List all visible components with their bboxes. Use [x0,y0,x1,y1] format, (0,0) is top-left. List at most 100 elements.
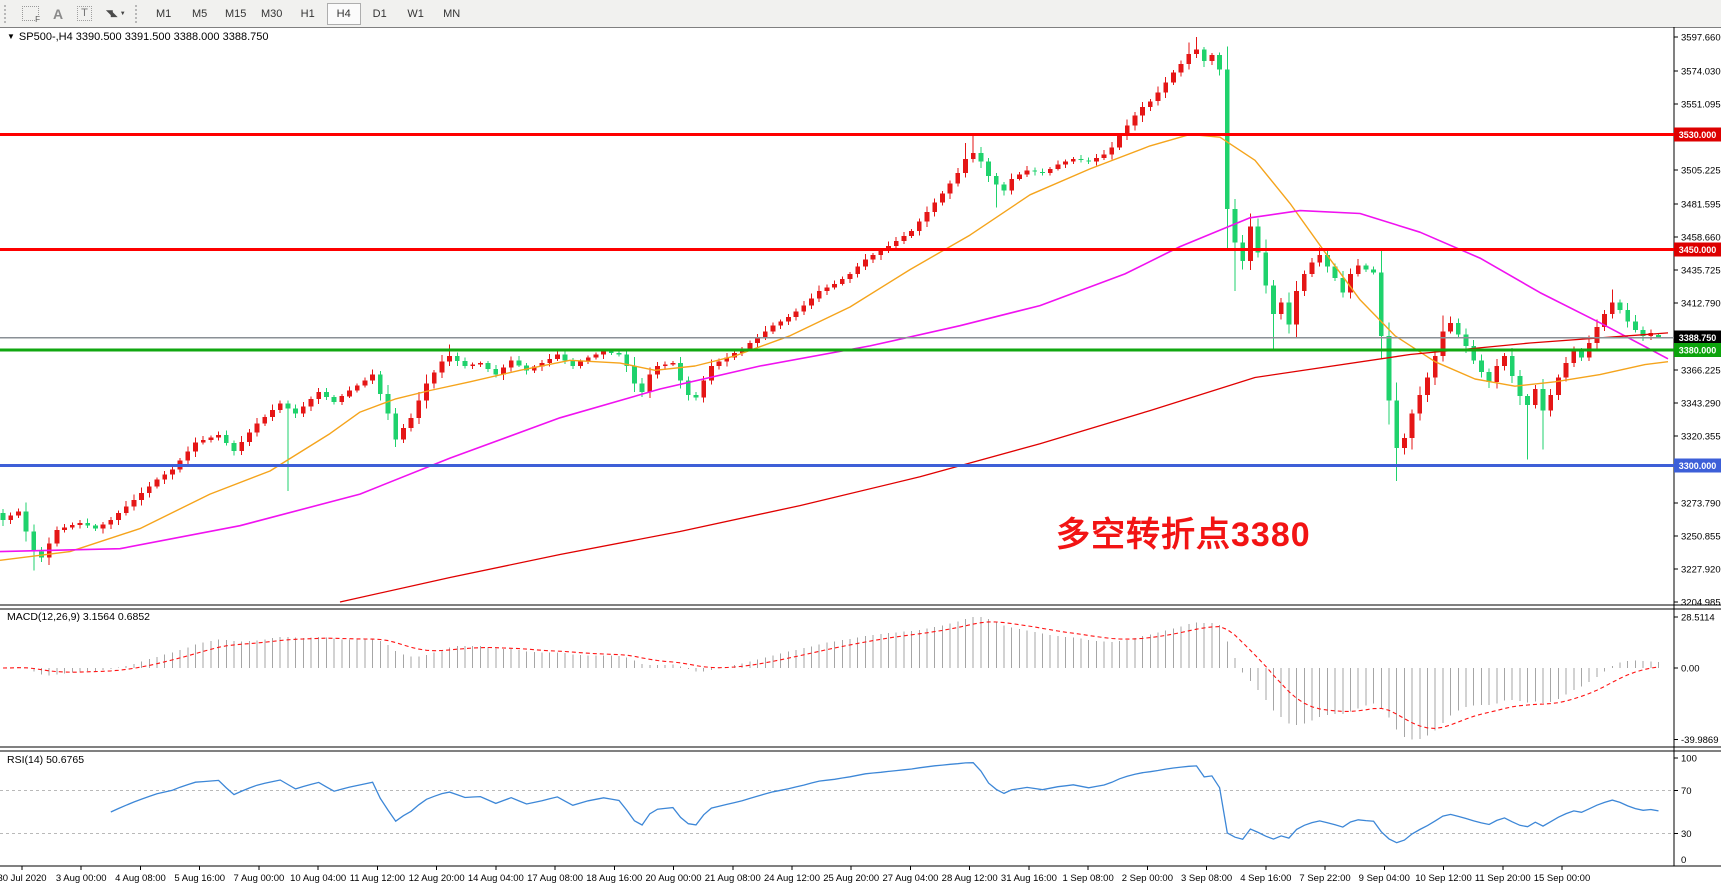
time-axis-label[interactable]: 11 Sep 20:00 [1475,873,1531,884]
candle [347,386,352,399]
candle [370,369,375,384]
text-box-button[interactable]: T [70,3,99,25]
time-axis-label[interactable]: 14 Aug 04:00 [468,873,524,884]
price-badge-label: 3450.000 [1679,245,1717,255]
macd-axis-label: 28.5114 [1681,613,1715,624]
timeframe-button-m30[interactable]: M30 [260,7,283,20]
candle [170,465,175,480]
candle [909,228,914,239]
candle [1040,168,1045,176]
candle [123,501,129,516]
candle [901,231,907,245]
candle [108,517,114,530]
symbol-ohlc-text: SP500-,H4 3390.500 3391.500 3388.000 338… [18,31,269,43]
candle [1063,159,1068,168]
candle [531,364,537,374]
time-axis-label[interactable]: 18 Aug 16:00 [586,873,642,884]
time-axis-label[interactable]: 25 Aug 20:00 [823,873,879,884]
rsi-indicator-label: RSI(14) 50.6765 [7,754,85,766]
candle [824,284,830,296]
candle [1556,374,1561,400]
time-axis-label[interactable]: 4 Aug 08:00 [115,873,166,884]
candle [0,508,6,526]
time-axis-label[interactable]: 5 Aug 16:00 [174,873,225,884]
timeframe-button-h1[interactable]: H1 [300,7,315,20]
candle [516,355,522,368]
time-axis-label[interactable]: 27 Aug 04:00 [882,873,938,884]
time-axis-label[interactable]: 12 Aug 20:00 [409,873,465,884]
candle [678,356,683,389]
candle [200,435,206,445]
candle [1109,141,1115,160]
timeframe-button-m15[interactable]: M15 [224,7,247,20]
time-axis-label[interactable]: 30 Jul 2020 [0,873,47,884]
time-axis-label[interactable]: 11 Aug 12:00 [350,873,405,884]
candle [1194,37,1199,59]
time-axis-label[interactable]: 21 Aug 08:00 [705,873,761,884]
time-axis-label[interactable]: 1 Sep 08:00 [1063,873,1114,884]
drawing-tools-button[interactable]: ◥◣ ▼ [99,3,133,25]
time-axis-label[interactable]: 28 Aug 12:00 [942,873,998,884]
candle [154,477,160,489]
grid-icon: F [22,6,40,24]
toolbar-grip[interactable] [134,4,142,23]
text-label-button[interactable]: A [46,3,70,25]
timeframe-button-m1[interactable]: M1 [156,7,172,20]
candle [462,357,468,369]
candle [100,522,106,534]
candle [293,404,298,418]
time-axis-label[interactable]: 10 Sep 12:00 [1415,873,1472,884]
time-axis-label[interactable]: 2 Sep 00:00 [1122,873,1173,884]
candle [316,388,322,405]
timeframe-button-m5[interactable]: M5 [192,7,208,20]
macd-axis-label: -39.9869 [1681,735,1719,746]
time-axis-label[interactable]: 3 Aug 00:00 [56,873,107,884]
time-axis-label[interactable]: 7 Aug 00:00 [234,873,285,884]
timeframe-button-w1[interactable]: W1 [407,7,424,20]
price-axis-label: 3343.290 [1681,399,1721,410]
candle [16,508,21,519]
candle [239,435,245,455]
rsi-axis-label: 70 [1681,786,1692,797]
time-axis-label[interactable]: 3 Sep 08:00 [1181,873,1232,884]
time-axis-label[interactable]: 24 Aug 12:00 [764,873,820,884]
candle [1278,298,1284,320]
price-axis-label: 3366.225 [1681,366,1721,377]
candle [408,413,414,432]
candle [324,387,329,401]
price-axis-label: 3574.030 [1681,67,1721,78]
timeframe-button-mn[interactable]: MN [443,7,461,20]
price-badge [1674,330,1721,345]
time-axis-label[interactable]: 20 Aug 00:00 [646,873,702,884]
candle [270,404,275,421]
toolbar-grip[interactable] [4,4,11,23]
chevron-down-icon[interactable]: ▼ [119,10,126,17]
time-axis-label[interactable]: 4 Sep 16:00 [1240,873,1291,884]
timeframe-button-h4[interactable]: H4 [326,2,361,25]
candle [1217,52,1222,76]
candle [1617,299,1623,314]
candle [1132,112,1138,131]
candle [555,351,560,362]
candle [1124,119,1130,140]
timeframe-button-d1[interactable]: D1 [372,7,387,20]
indicator-grid-button[interactable]: F [15,3,46,25]
candle [1209,52,1215,65]
candle [393,408,399,448]
candle [662,361,668,370]
candle [1494,358,1500,389]
collapse-triangle-icon[interactable]: ▼ [7,32,15,41]
time-axis-label[interactable]: 7 Sep 22:00 [1299,873,1350,884]
time-axis-label[interactable]: 15 Sep 00:00 [1534,873,1591,884]
time-axis-label[interactable]: 10 Aug 04:00 [290,873,346,884]
time-axis-label[interactable]: 17 Aug 08:00 [527,873,583,884]
candle [247,429,252,446]
ma-mid-magenta-line [0,209,1669,553]
candle [570,357,576,370]
candle [1502,353,1507,371]
candle [93,523,98,531]
candle [223,430,229,446]
time-axis-label[interactable]: 31 Aug 16:00 [1001,873,1057,884]
time-axis-label[interactable]: 9 Sep 04:00 [1359,873,1410,884]
